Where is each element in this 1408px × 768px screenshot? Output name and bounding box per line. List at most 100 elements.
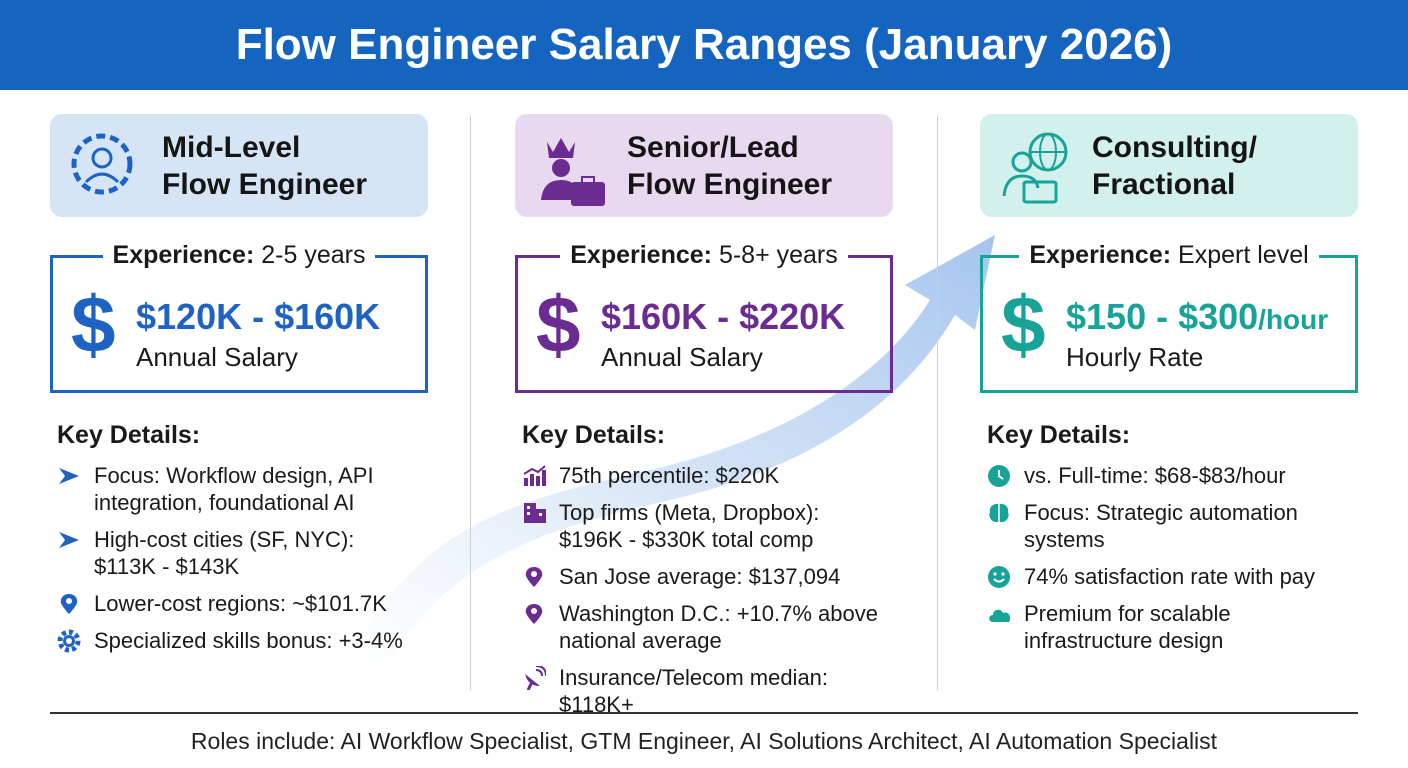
- detail-icon: [989, 503, 1009, 522]
- detail-item: Lower-cost regions: ~$101.7K: [57, 590, 437, 617]
- detail-line: Washington D.C.: +10.7% above: [559, 601, 878, 626]
- detail-line: national average: [559, 628, 722, 653]
- salary-box: Experience: Expert level $ $150 - $300/hou…: [980, 241, 1358, 393]
- experience-row: Experience: 5-8+ years: [560, 241, 848, 269]
- salary-range: $160K - $220K: [601, 296, 846, 337]
- detail-line: Focus: Strategic automation: [1024, 500, 1298, 525]
- role-title: Consulting/Fractional: [1092, 129, 1257, 203]
- experience-label: Experience:: [112, 241, 255, 269]
- role-title: Mid-Level Flow Engineer: [162, 129, 367, 203]
- experience: Experience: 2-5 years: [53, 238, 425, 272]
- detail-item: Focus: Strategic automation systems: [987, 499, 1367, 553]
- currency-symbol: $: [1001, 280, 1046, 369]
- detail-icon: [989, 609, 1011, 622]
- detail-item: Specialized skills bonus: +3-4%: [57, 627, 437, 654]
- detail-icon: [525, 666, 546, 690]
- detail-line: infrastructure design: [1024, 628, 1224, 653]
- detail-icon: [57, 629, 81, 653]
- role-icon-wrap: [66, 128, 146, 213]
- experience-label: Experience:: [570, 241, 712, 269]
- salary-range-row: $150 - $300/hour: [1066, 296, 1328, 341]
- detail-line: Specialized skills bonus: +3-4%: [94, 628, 403, 653]
- salary-range-row: $160K - $220K: [601, 296, 845, 338]
- detail-item: Focus: Workflow design, API integration, …: [57, 462, 437, 516]
- detail-item: San Jose average: $137,094: [522, 563, 902, 590]
- footer: Roles include: AI Workflow Specialist, G…: [190, 728, 1218, 754]
- role-card: Mid-Level Flow Engineer: [50, 114, 428, 217]
- detail-line: Insurance/Telecom median: $118K+: [559, 665, 829, 717]
- detail-line: 75th percentile: $220K: [559, 463, 780, 488]
- detail-item: Premium for scalable infrastructure desig…: [987, 600, 1367, 654]
- detail-icon: [523, 465, 546, 486]
- salary-box: Experience: 5-8+ years $ $160K - $220K Annu…: [515, 241, 893, 393]
- detail-line: systems: [1024, 527, 1105, 552]
- detail-icon: [988, 465, 1010, 487]
- detail-line: integration, foundational AI: [94, 490, 355, 515]
- header-bar: Flow Engineer Salary Ranges (January 202…: [0, 0, 1408, 90]
- footer-rule: [50, 712, 1358, 714]
- salary-range: $120K - $160K: [136, 296, 381, 337]
- role-title-line: Flow Engineer: [162, 168, 368, 201]
- details-heading: Key Details:: [522, 421, 666, 449]
- detail-item: Washington D.C.: +10.7% above national av…: [522, 600, 902, 654]
- detail-item: 74% satisfaction rate with pay: [987, 563, 1367, 590]
- role-icon: [541, 138, 605, 206]
- experience-value: Expert level: [1178, 241, 1309, 269]
- arrow-shape: [350, 235, 995, 680]
- detail-icon: [525, 604, 543, 624]
- details-heading: Key Details:: [987, 421, 1131, 449]
- currency-symbol: $: [536, 280, 581, 369]
- experience-label: Experience:: [1029, 241, 1172, 269]
- salary-unit: Annual Salary: [136, 342, 298, 372]
- detail-item: 75th percentile: $220K: [522, 462, 902, 489]
- detail-line: Premium for scalable: [1024, 601, 1231, 626]
- divider: [470, 115, 471, 690]
- detail-item: Top firms (Meta, Dropbox): $196K - $330K …: [522, 499, 902, 553]
- detail-icon: [60, 594, 78, 614]
- column: Senior/Lead Flow Engineer Experience: 5-8+…: [515, 114, 893, 717]
- detail-icon: [525, 567, 543, 587]
- role-icon-wrap: [996, 128, 1076, 213]
- detail-line: vs. Full-time: $68-$83/hour: [1024, 463, 1286, 488]
- details-list: 75th percentile: $220K Top firms (Meta, D…: [522, 462, 902, 728]
- detail-line: High-cost cities (SF, NYC):: [94, 527, 355, 552]
- details-list: Focus: Workflow design, API integration, …: [57, 462, 437, 664]
- detail-line: $113K - $143K: [94, 554, 240, 579]
- salary-range: $150 - $300: [1066, 296, 1259, 337]
- salary-unit: Hourly Rate: [1066, 342, 1204, 372]
- experience-value: 2-5 years: [261, 241, 366, 269]
- detail-line: San Jose average: $137,094: [559, 564, 841, 589]
- experience-row: Experience: 2-5 years: [102, 241, 376, 269]
- column: Mid-Level Flow Engineer Experience: 2-5 ye…: [50, 114, 428, 694]
- salary-box: Experience: 2-5 years $ $120K - $160K Annua…: [50, 241, 428, 393]
- divider: [937, 115, 938, 690]
- salary-unit: Annual Salary: [601, 342, 763, 372]
- currency-symbol: $: [71, 280, 116, 369]
- details-list: vs. Full-time: $68-$83/hour Focus: Strate…: [987, 462, 1367, 664]
- column: Consulting/Fractional Experience: Expert …: [980, 114, 1358, 694]
- detail-icon: [59, 468, 79, 484]
- title: Flow Engineer Salary Ranges (January 202…: [235, 20, 1173, 69]
- detail-item: High-cost cities (SF, NYC): $113K - $143K: [57, 526, 437, 580]
- role-title: Senior/Lead Flow Engineer: [627, 129, 832, 203]
- detail-icon: [988, 566, 1010, 588]
- role-title-line: Mid-Level: [162, 131, 301, 164]
- experience: Experience: 5-8+ years: [518, 238, 890, 272]
- detail-icon: [59, 532, 79, 548]
- detail-line: Top firms (Meta, Dropbox):: [559, 500, 820, 525]
- detail-item: vs. Full-time: $68-$83/hour: [987, 462, 1367, 489]
- role-icon: [1002, 132, 1068, 204]
- detail-item: Insurance/Telecom median: $118K+: [522, 664, 902, 718]
- role-card: Senior/Lead Flow Engineer: [515, 114, 893, 217]
- detail-line: $196K - $330K total comp: [559, 527, 814, 552]
- role-icon-wrap: [531, 128, 611, 213]
- salary-range-row: $120K - $160K: [136, 296, 380, 338]
- role-title-line: Consulting/: [1092, 131, 1257, 164]
- experience-row: Experience: Expert level: [1019, 241, 1319, 269]
- role-card: Consulting/Fractional: [980, 114, 1358, 217]
- experience-value: 5-8+ years: [718, 241, 838, 269]
- role-title-line: Flow Engineer: [627, 168, 833, 201]
- details-heading: Key Details:: [57, 421, 201, 449]
